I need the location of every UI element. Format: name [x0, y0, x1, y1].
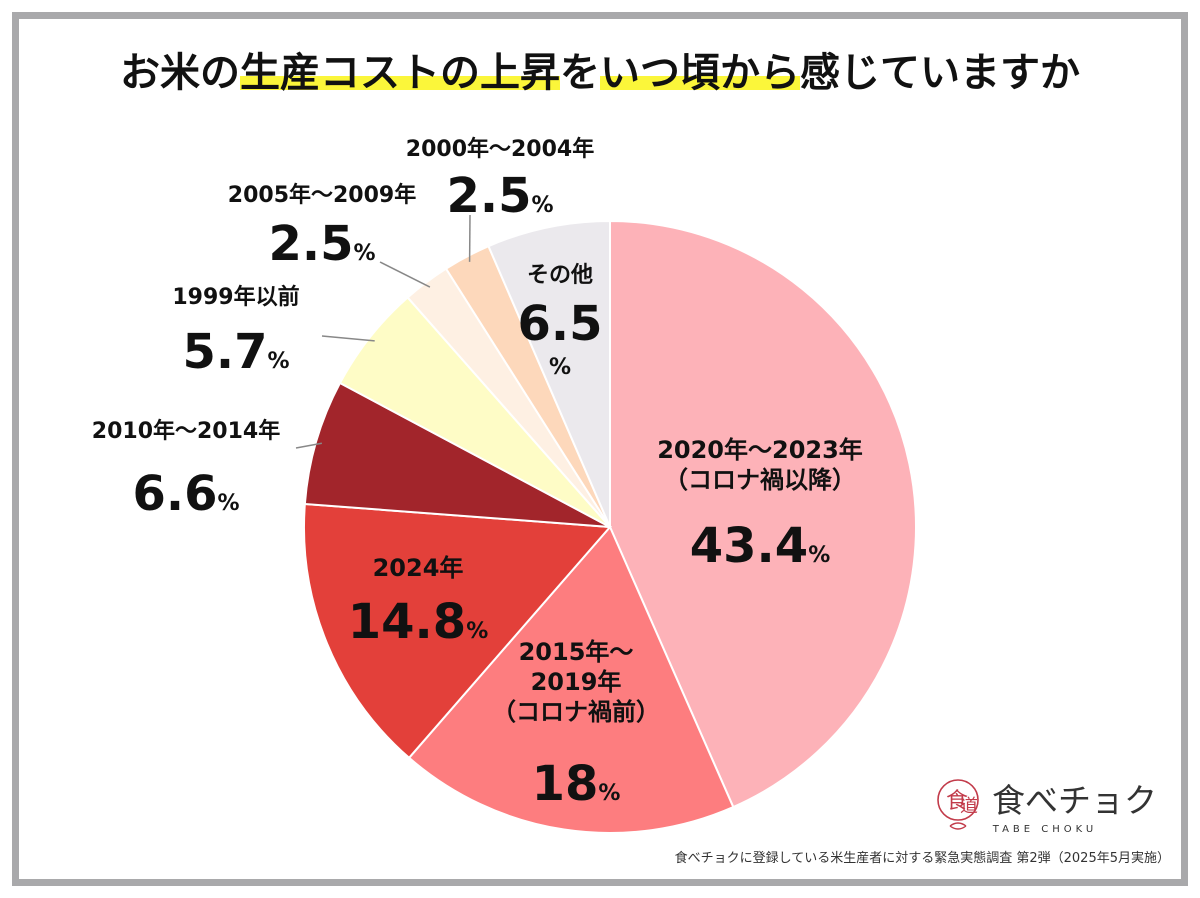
footnote: 食べチョクに登録している米生産者に対する緊急実態調査 第2弾（2025年5月実施…	[675, 850, 1170, 866]
slice-value: 2.5%	[446, 168, 553, 224]
pie-slice-7	[487, 219, 611, 528]
title-highlight-3	[600, 76, 800, 90]
chart-title: お米の 生産コストの上昇をいつ頃から 感じていますか	[120, 50, 1080, 96]
leader-lines	[295, 214, 471, 449]
slice-label-line: 2000年～2004年	[406, 136, 594, 162]
slice-value: 6.5	[517, 296, 602, 352]
slice-label-line: 2020年～2023年	[657, 436, 863, 464]
slice-value: 5.7%	[182, 324, 289, 380]
slice-label-line: 2015年～	[519, 638, 634, 666]
leader-line-5	[379, 261, 431, 288]
svg-text:道: 道	[960, 796, 978, 817]
slice-value: 6.6%	[132, 466, 239, 522]
title-part-1: 生産コストの上昇	[240, 50, 560, 96]
slice-label-line: （コロナ禍以降）	[664, 466, 856, 494]
slice-label-line: （コロナ禍前）	[492, 698, 660, 726]
logo-subtext: TABE CHOKU	[992, 824, 1098, 835]
title-part-0: お米の	[120, 50, 240, 96]
svg-text:食: 食	[946, 789, 968, 814]
title-part-3: いつ頃から	[600, 50, 800, 96]
slice-label-0: 2020年～2023年（コロナ禍以降） 43.4%	[657, 436, 863, 574]
slice-labels: 2020年～2023年（コロナ禍以降） 43.4% 2015年～2019年（コロナ禍…	[92, 136, 863, 812]
slice-unit: %	[549, 355, 571, 380]
slice-label-6: 2000年～2004年 2.5%	[406, 136, 594, 224]
slice-label-line: 2010年～2014年	[92, 418, 280, 444]
logo-seal-icon: 食 道	[937, 779, 979, 830]
slice-label-line: その他	[527, 263, 593, 288]
title-part-2: を	[560, 50, 600, 96]
slice-label-3: 2010年～2014年 6.6%	[92, 418, 280, 522]
pie-slices	[303, 219, 917, 834]
slice-value: 2.5%	[268, 216, 375, 272]
slice-label-line: 2005年～2009年	[228, 182, 416, 208]
slice-value: 43.4%	[690, 518, 830, 574]
pie-slice-0	[609, 219, 917, 809]
pie-slice-1	[407, 525, 735, 834]
slice-value: 18%	[532, 756, 621, 812]
logo-text: 食べチョク	[992, 781, 1157, 820]
slice-value: 14.8%	[348, 594, 488, 650]
pie-slice-2	[303, 502, 613, 760]
tabechoku-logo: 食 道 食べチョク TABE CHOKU	[937, 779, 1157, 835]
slice-label-1: 2015年～2019年（コロナ禍前） 18%	[492, 638, 660, 812]
slice-label-line: 1999年以前	[172, 284, 299, 310]
slice-label-2: 2024年 14.8%	[348, 554, 488, 650]
title-part-4: 感じていますか	[800, 50, 1080, 96]
slice-label-7: その他 6.5%	[517, 263, 602, 380]
leader-line-3	[295, 442, 323, 449]
slice-label-5: 2005年～2009年 2.5%	[228, 182, 416, 272]
pie-slice-3	[303, 381, 611, 528]
slice-label-line: 2019年	[531, 668, 622, 696]
slice-label-line: 2024年	[373, 554, 464, 582]
leader-line-4	[321, 335, 375, 342]
slice-label-4: 1999年以前 5.7%	[172, 284, 299, 380]
title-highlight-1	[240, 76, 560, 90]
